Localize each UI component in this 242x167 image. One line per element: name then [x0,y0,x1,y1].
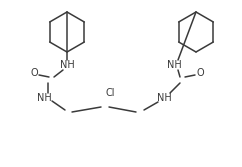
Text: NH: NH [157,93,171,103]
Text: NH: NH [167,60,181,70]
Text: NH: NH [37,93,51,103]
Text: Cl: Cl [105,88,115,98]
Text: NH: NH [60,60,74,70]
Text: O: O [196,68,204,78]
Text: O: O [30,68,38,78]
